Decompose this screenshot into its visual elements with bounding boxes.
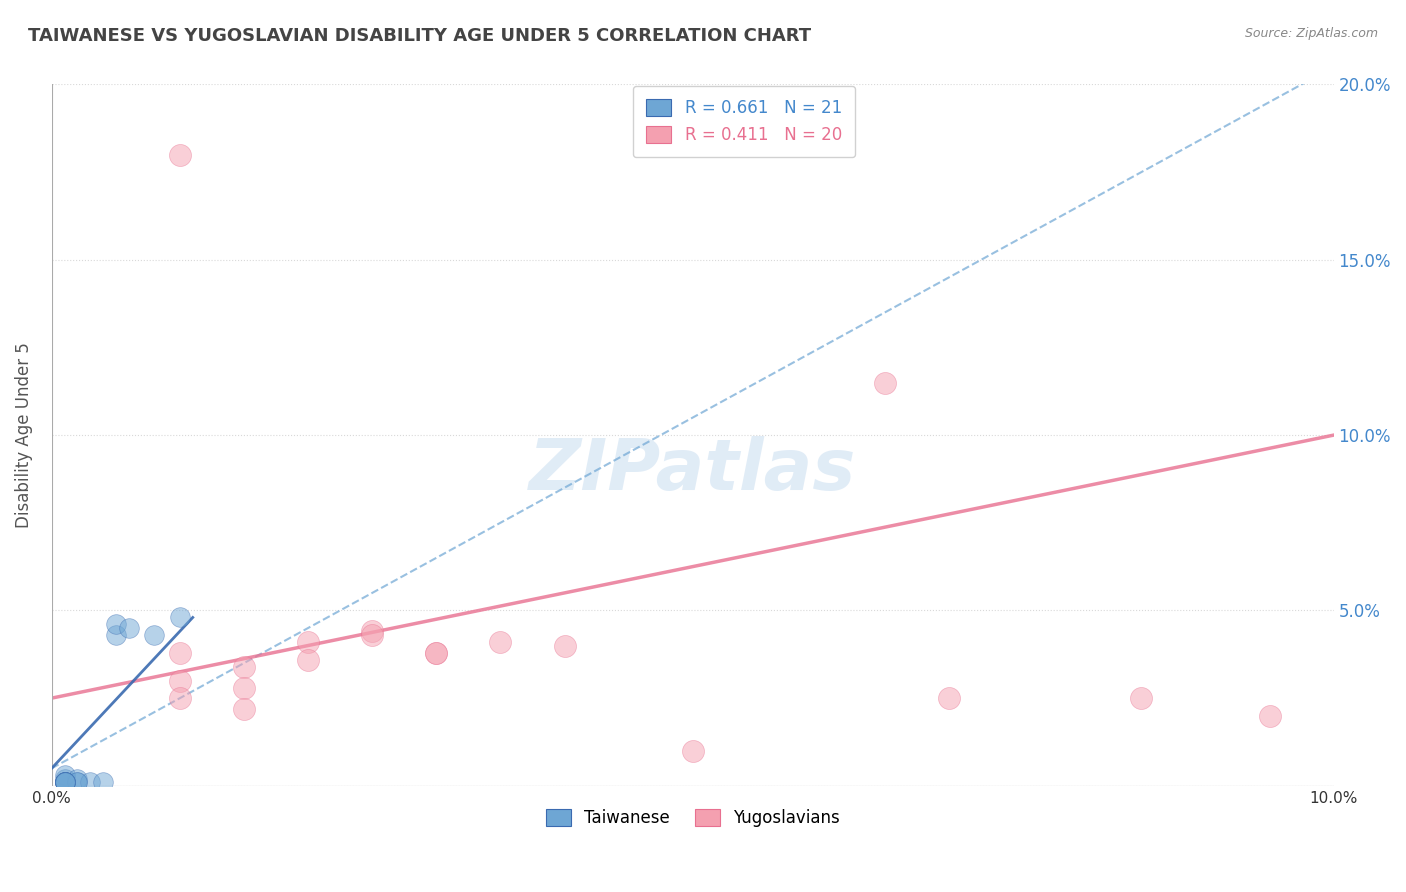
Point — [66, 775, 89, 789]
Point — [1258, 708, 1281, 723]
Point — [682, 744, 704, 758]
Point — [233, 701, 256, 715]
Point — [553, 639, 575, 653]
Point — [361, 628, 384, 642]
Point — [425, 646, 447, 660]
Point — [53, 775, 76, 789]
Point — [104, 617, 127, 632]
Point — [53, 775, 76, 789]
Point — [66, 772, 89, 786]
Point — [53, 775, 76, 789]
Point — [233, 659, 256, 673]
Point — [489, 635, 512, 649]
Point — [53, 768, 76, 782]
Point — [143, 628, 166, 642]
Point — [233, 681, 256, 695]
Point — [118, 621, 141, 635]
Point — [169, 147, 191, 161]
Point — [53, 775, 76, 789]
Text: ZIPatlas: ZIPatlas — [529, 435, 856, 505]
Point — [79, 775, 101, 789]
Point — [169, 646, 191, 660]
Point — [938, 691, 960, 706]
Point — [425, 646, 447, 660]
Point — [361, 624, 384, 639]
Point — [53, 772, 76, 786]
Point — [66, 775, 89, 789]
Point — [169, 691, 191, 706]
Point — [53, 775, 76, 789]
Point — [53, 775, 76, 789]
Point — [53, 775, 76, 789]
Point — [104, 628, 127, 642]
Text: Source: ZipAtlas.com: Source: ZipAtlas.com — [1244, 27, 1378, 40]
Point — [53, 775, 76, 789]
Point — [169, 610, 191, 624]
Point — [169, 673, 191, 688]
Legend: Taiwanese, Yugoslavians: Taiwanese, Yugoslavians — [538, 802, 846, 833]
Y-axis label: Disability Age Under 5: Disability Age Under 5 — [15, 343, 32, 528]
Point — [873, 376, 896, 390]
Point — [53, 775, 76, 789]
Point — [297, 635, 319, 649]
Point — [297, 652, 319, 666]
Point — [1130, 691, 1153, 706]
Point — [91, 775, 114, 789]
Text: TAIWANESE VS YUGOSLAVIAN DISABILITY AGE UNDER 5 CORRELATION CHART: TAIWANESE VS YUGOSLAVIAN DISABILITY AGE … — [28, 27, 811, 45]
